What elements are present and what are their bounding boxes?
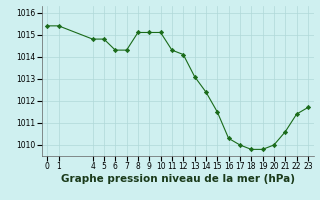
X-axis label: Graphe pression niveau de la mer (hPa): Graphe pression niveau de la mer (hPa) [60,174,295,184]
